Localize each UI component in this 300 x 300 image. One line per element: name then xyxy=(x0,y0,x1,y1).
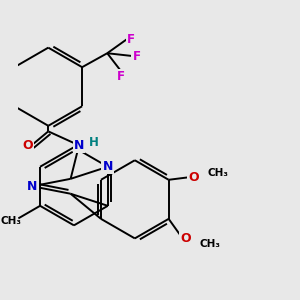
Text: CH₃: CH₃ xyxy=(208,168,229,178)
Text: F: F xyxy=(133,50,141,62)
Text: CH₃: CH₃ xyxy=(200,239,220,249)
Text: O: O xyxy=(22,139,33,152)
Text: F: F xyxy=(127,33,135,46)
Text: H: H xyxy=(89,136,99,149)
Text: N: N xyxy=(74,139,84,152)
Text: CH₃: CH₃ xyxy=(1,216,22,226)
Text: O: O xyxy=(188,170,199,184)
Text: F: F xyxy=(117,70,125,83)
Text: O: O xyxy=(180,232,191,245)
Text: N: N xyxy=(27,180,38,193)
Text: N: N xyxy=(103,160,113,173)
